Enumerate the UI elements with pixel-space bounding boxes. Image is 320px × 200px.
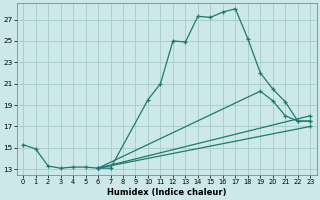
X-axis label: Humidex (Indice chaleur): Humidex (Indice chaleur) [107,188,227,197]
